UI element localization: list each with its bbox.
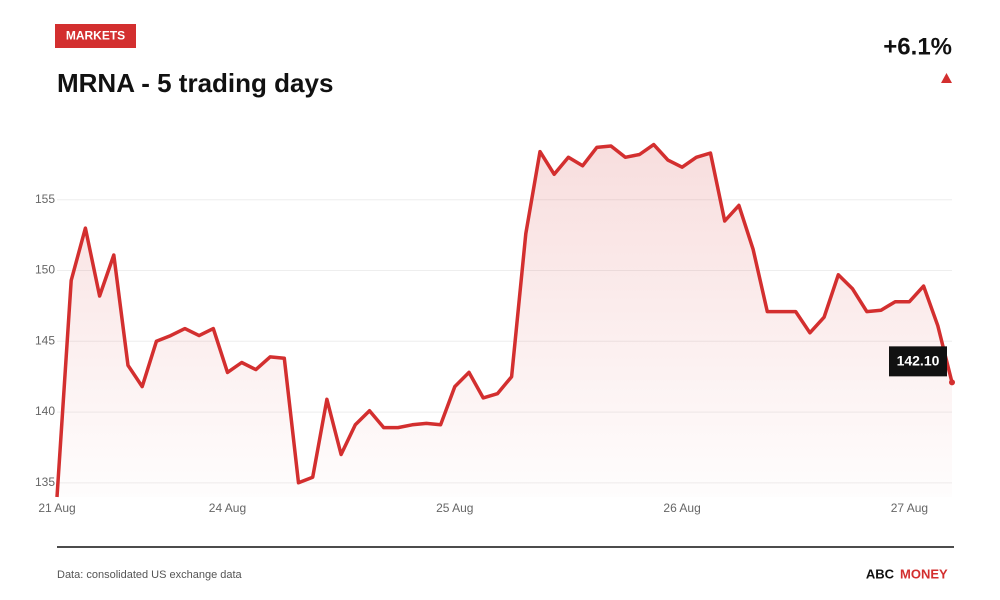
x-tick-label: 27 Aug — [891, 501, 928, 515]
badge-bg — [55, 24, 136, 48]
y-tick-label: 155 — [35, 192, 55, 206]
x-tick-label: 25 Aug — [436, 501, 473, 515]
up-arrow — [941, 73, 952, 83]
source: Data: consolidated US exchange data — [57, 569, 243, 581]
y-tick-label: 135 — [35, 475, 55, 489]
area — [57, 144, 952, 497]
brand: MONEY — [900, 566, 948, 581]
line — [55, 142, 954, 498]
x-tick-label: 24 Aug — [209, 501, 246, 515]
end-label: 142.10 — [897, 353, 940, 369]
badge: MARKETS — [66, 29, 125, 43]
y-tick-label: 150 — [35, 263, 55, 277]
brand: ABC — [866, 566, 895, 581]
end-dot — [949, 379, 955, 386]
end-label-bg — [889, 346, 947, 377]
plot: 135 140 145 150 155 21 Aug 24 Aug 25 Aug 26 Aug 2… — [35, 142, 955, 515]
change: +6.1% — [883, 33, 952, 60]
x-tick-label: 26 Aug — [663, 501, 700, 515]
y-tick-label: 140 — [35, 404, 55, 418]
chart-title: MRNA - 5 trading days — [57, 68, 333, 98]
x-tick-label: 21 Aug — [38, 501, 75, 515]
y-tick-label: 145 — [35, 333, 55, 347]
